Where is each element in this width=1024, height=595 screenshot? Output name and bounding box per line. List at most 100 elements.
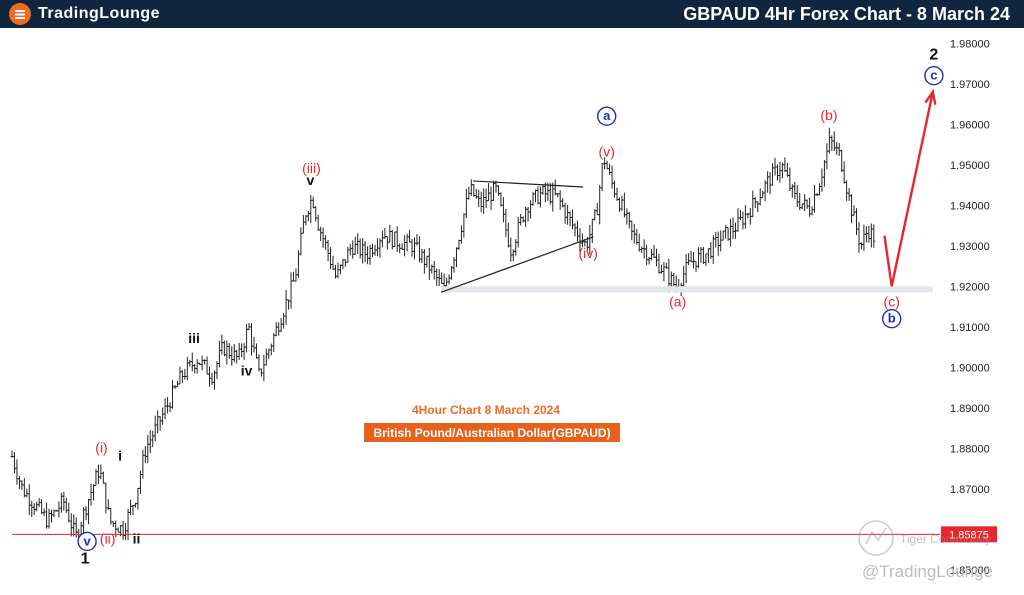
candle — [472, 184, 476, 197]
y-tick-label: 1.89000 — [950, 403, 990, 415]
candle — [403, 235, 407, 257]
candle — [143, 446, 147, 464]
triangle-upper-line — [472, 180, 584, 188]
candle — [845, 180, 849, 201]
candle — [842, 161, 846, 184]
candle — [696, 247, 700, 269]
candle — [148, 430, 152, 454]
candle — [482, 188, 486, 214]
candle — [200, 355, 204, 371]
candle — [484, 188, 488, 209]
candle — [346, 246, 350, 263]
wave-label: (ii) — [100, 530, 116, 546]
candle — [363, 241, 367, 263]
candle — [245, 323, 249, 353]
candle — [529, 200, 533, 219]
candle — [306, 210, 310, 222]
candle — [240, 343, 244, 358]
candle — [645, 244, 649, 266]
candle — [489, 186, 493, 211]
candle — [425, 255, 429, 268]
candle — [509, 237, 513, 262]
candle — [227, 342, 231, 359]
candle — [129, 499, 133, 516]
wave-label: (a) — [669, 294, 686, 310]
candle — [640, 246, 644, 253]
projection-arrowhead — [924, 88, 937, 105]
candle — [553, 179, 557, 196]
candle — [410, 238, 414, 257]
candle — [158, 416, 162, 431]
candle — [729, 218, 733, 247]
annotation-subtitle-box — [364, 423, 620, 442]
triangle-lower-line — [440, 236, 594, 293]
candle — [803, 194, 807, 212]
candle — [371, 243, 375, 258]
candle — [751, 190, 755, 218]
candle — [738, 209, 742, 221]
support-zone — [441, 286, 933, 293]
candle — [857, 221, 861, 253]
candle — [855, 208, 859, 235]
y-tick-label: 1.85000 — [950, 565, 990, 577]
candle — [654, 248, 658, 267]
candle — [237, 342, 241, 360]
candle — [736, 208, 740, 232]
candle — [351, 240, 355, 259]
candle — [151, 430, 155, 448]
svg-text:b: b — [888, 311, 896, 326]
candle — [368, 244, 372, 265]
candle — [420, 248, 424, 264]
candle — [459, 225, 463, 244]
candle — [516, 216, 520, 248]
candle — [716, 231, 720, 256]
candle — [264, 348, 268, 366]
candle — [366, 246, 370, 265]
candle — [613, 180, 617, 198]
candle — [336, 262, 340, 279]
candle — [356, 233, 360, 254]
candle — [171, 380, 175, 409]
candle — [12, 452, 16, 474]
candle — [514, 239, 518, 256]
candle — [116, 527, 120, 533]
candle — [183, 368, 187, 380]
candle — [269, 343, 273, 356]
candle — [121, 520, 125, 540]
candle — [274, 322, 278, 337]
candle — [161, 407, 165, 425]
y-tick-label: 1.95000 — [950, 160, 990, 172]
candle — [430, 264, 434, 274]
candle — [272, 333, 276, 352]
candle — [758, 188, 762, 206]
wave-label: (iv) — [578, 245, 597, 261]
candle — [301, 214, 305, 234]
candle — [741, 211, 745, 230]
candle — [22, 478, 26, 498]
wave-label: (i) — [95, 439, 107, 455]
candle — [753, 197, 757, 208]
candle — [415, 233, 419, 246]
candle — [652, 244, 656, 259]
candle — [719, 230, 723, 252]
candle — [136, 487, 140, 510]
candle — [400, 243, 404, 250]
wave-label: 2 — [929, 46, 938, 63]
wave-label: ii — [133, 530, 141, 546]
candle — [519, 214, 523, 226]
candle — [279, 317, 283, 333]
price-chart[interactable]: 1v (ii) ii(i)iiiiiv(iii)va(v)(iv)(a)(b)(c)… — [0, 28, 1024, 595]
candle — [813, 184, 817, 213]
candle — [573, 223, 577, 237]
wave-label: iv — [241, 362, 253, 378]
candle — [326, 239, 330, 262]
candle — [242, 343, 246, 360]
candle — [84, 506, 88, 521]
candle — [311, 196, 315, 209]
candle — [380, 230, 384, 248]
candle — [538, 186, 542, 208]
candle — [262, 354, 266, 382]
candle — [72, 514, 76, 537]
candle — [331, 255, 335, 271]
candle — [358, 238, 362, 259]
